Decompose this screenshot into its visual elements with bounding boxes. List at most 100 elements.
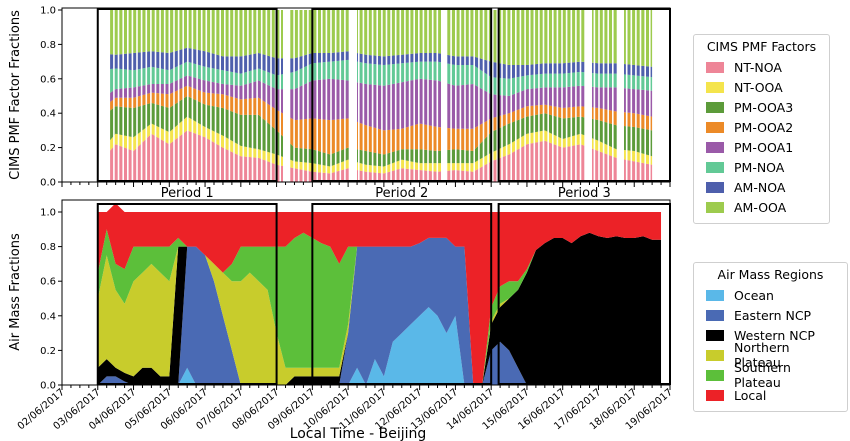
top-gap-band [602,10,605,182]
cims-legend-swatch [706,201,724,213]
air-mass-legend-item: Eastern NCP [702,305,839,325]
top-gap-band [173,10,175,182]
top-plot-frame [61,7,671,183]
top-gap-band [630,10,633,182]
bottom-area-eastern-ncp [97,237,662,385]
top-gap-band [205,10,208,182]
top-gap-band [644,10,646,182]
air-mass-legend-item: Ocean [702,285,839,305]
top-gap-band [177,10,180,182]
top-gap-band [519,10,522,182]
top-gap-band [358,10,360,182]
top-gap-band [418,10,420,182]
top-gap-band [533,10,536,182]
top-y-tick-label: 0.8 [40,40,56,51]
cims-legend-label: PM-OOA1 [734,139,794,155]
top-gap-band [464,10,466,182]
top-gap-band [316,10,318,182]
air-mass-legend-swatch [706,349,724,361]
top-gap-band [427,10,429,182]
bottom-y-tick-label: 0.8 [40,242,56,253]
bottom-y-tick-label: 0.2 [40,346,56,357]
top-gap-band [478,10,480,182]
cims-legend-item: NT-NOA [702,57,821,77]
air-mass-legend-label: Southern Plateau [734,360,791,390]
air-mass-legend-swatch [706,289,724,301]
top-gap-band [325,10,328,182]
top-gap-band [279,10,281,182]
top-gap-band [154,10,157,182]
top-gap-band [260,10,263,182]
air-mass-legend-item: Southern Plateau [702,360,839,390]
top-gap-band [344,10,346,182]
top-gap-band [385,10,388,182]
bottom-y-tick-label: 1.0 [40,208,56,219]
top-gap-band [473,10,475,182]
top-gap-band [283,10,290,182]
cims-legend-items: NT-NOA NT-OOA PM-OOA3 PM-OOA2 PM-OOA1 PM-NOA A… [702,57,821,217]
top-gap-band [150,10,152,182]
top-gap-band [496,10,499,182]
top-y-tick-label: 0.6 [40,74,56,85]
bottom-stacked-areas [97,201,669,385]
top-gap-band [348,10,351,182]
cims-pmf-legend: CIMS PMF Factors NT-NOA NT-OOA PM-OOA3 PM-O… [693,34,830,224]
top-gap-band [552,10,554,182]
top-gap-band [422,10,425,182]
top-gap-band [482,10,485,182]
top-y-axis: 0.0 0.2 0.4 0.6 0.8 1.0 [40,6,62,189]
top-gap-band [658,10,660,182]
top-gap-band [501,10,503,182]
period-label: Period 1 [161,186,214,201]
air-mass-legend-label: Local [734,387,767,403]
top-gap-band [408,10,411,182]
top-gap-band [561,10,563,182]
top-gap-band [350,10,357,182]
cims-pmf-chart: 0.0 0.2 0.4 0.6 0.8 1.0 CIMS PMF Factor Fract… [8,6,671,189]
bottom-y-tick-label: 0.4 [40,311,56,322]
air-mass-legend-label: Northern Plateau [734,340,790,370]
top-gap-band [196,10,198,182]
cims-legend-item: PM-NOA [702,157,821,177]
top-gap-band [376,10,378,182]
top-gap-band [399,10,402,182]
period-box [96,203,278,385]
cims-legend-label: AM-NOA [734,179,786,195]
air-mass-legend-title: Air Mass Regions [717,267,824,282]
top-gap-band [649,10,651,182]
top-gap-band [200,10,203,182]
top-y-tick-label: 0.0 [40,178,56,189]
top-gap-band [653,10,656,182]
top-area-pm-ooa1 [97,75,653,131]
top-gap-band [237,10,240,182]
top-gap-band [362,10,365,182]
top-gap-band [436,10,439,182]
top-gap-band [394,10,397,182]
cims-legend-item: PM-OOA2 [702,117,821,137]
cims-legend-swatch [706,141,724,153]
top-gap-band [616,10,619,182]
top-y-tick-label: 0.2 [40,143,56,154]
cims-legend-item: NT-OOA [702,77,821,97]
top-area-pm-ooa3 [97,96,653,167]
top-gap-band [219,10,221,182]
top-gap-band [187,10,189,182]
top-gap-band [607,10,609,182]
bottom-y-tick-label: 0.0 [40,381,56,392]
top-gap-band [455,10,457,182]
period-label: Period 2 [375,186,428,201]
bottom-area-northern-plateau [97,232,662,385]
top-gap-band [265,10,268,182]
cims-legend-item: AM-OOA [702,197,821,217]
cims-legend-label: PM-NOA [734,159,785,175]
top-gap-band [330,10,332,182]
bottom-y-tick-label: 0.6 [40,277,56,288]
top-gap-band [334,10,337,182]
top-gap-band [233,10,235,182]
period-box [96,8,278,182]
top-gap-band [413,10,415,182]
air-mass-legend-label: Eastern NCP [734,307,812,323]
top-gap-band [390,10,392,182]
top-gap-band [612,10,614,182]
cims-legend-label: PM-OOA3 [734,99,794,115]
